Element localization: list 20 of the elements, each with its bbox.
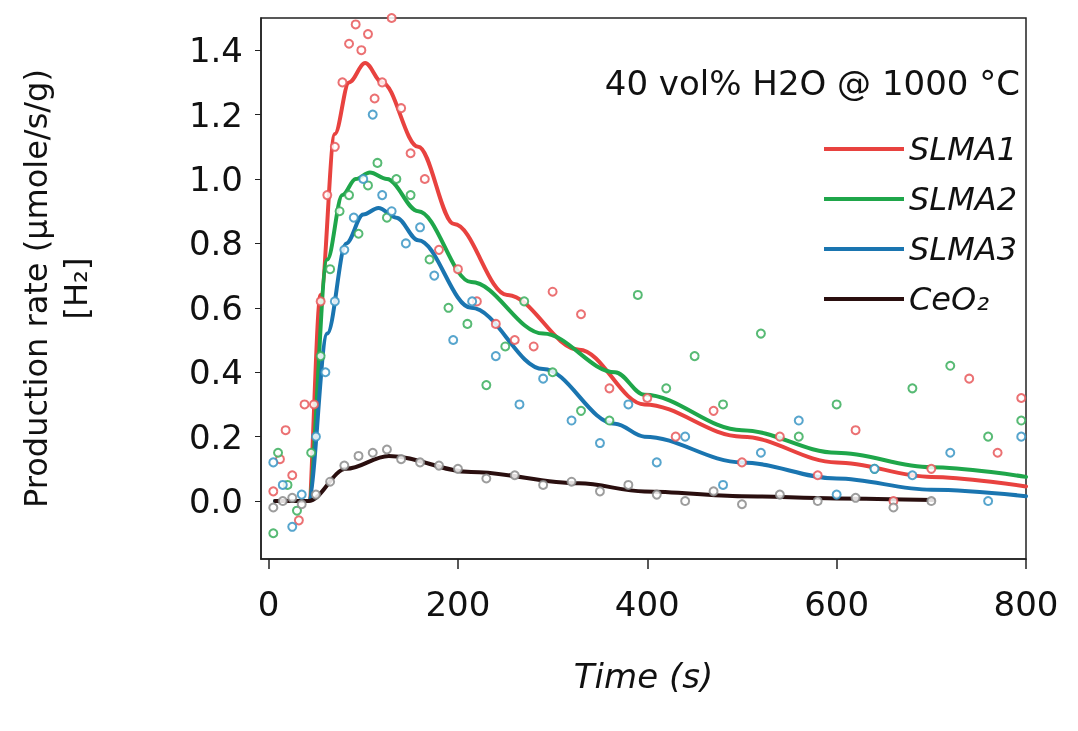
y-tick-label: 0.4 — [188, 352, 243, 393]
x-tick-label: 0 — [257, 584, 280, 624]
legend-label: SLMA3 — [909, 230, 1017, 268]
y-tick-label: 1.4 — [188, 30, 243, 71]
legend-label: CeO₂ — [909, 280, 990, 318]
x-axis-title: Time (s) — [573, 656, 714, 696]
y-tick-label: 0.0 — [188, 481, 243, 522]
y-axis-title: Production rate (µmole/s/g) [H₂] — [17, 69, 95, 508]
legend-label: SLMA2 — [909, 180, 1017, 218]
y-tick-label: 1.2 — [188, 94, 243, 135]
legend-label: SLMA1 — [909, 130, 1017, 168]
y-tick-label: 0.6 — [188, 287, 243, 328]
annotation: 40 vol% H2O @ 1000 °C — [604, 63, 1021, 103]
x-tick-label: 600 — [804, 584, 870, 624]
y-tick-label: 0.2 — [188, 416, 243, 457]
x-tick-label: 200 — [425, 584, 491, 624]
y-tick-label: 0.8 — [188, 223, 243, 264]
x-tick-label: 800 — [993, 584, 1059, 624]
y-tick-label: 1.0 — [188, 159, 243, 200]
x-tick-label: 400 — [614, 584, 680, 624]
